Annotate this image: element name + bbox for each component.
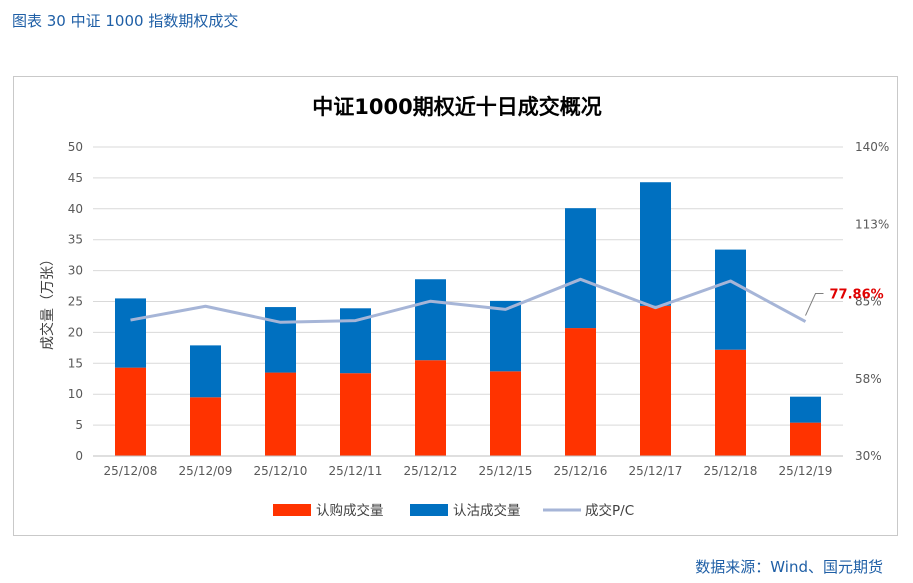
- put-volume-bar: [265, 307, 296, 373]
- x-tick-label: 25/12/19: [779, 464, 833, 478]
- y-tick-label: 15: [68, 356, 83, 370]
- legend-call-label: 认购成交量: [316, 502, 384, 519]
- x-tick-label: 25/12/08: [104, 464, 158, 478]
- x-tick-label: 25/12/10: [254, 464, 308, 478]
- legend-put-swatch: [410, 504, 448, 516]
- put-volume-bar: [790, 396, 821, 423]
- y-axis-title: 成交量（万张）: [39, 252, 56, 350]
- x-tick-label: 25/12/12: [404, 464, 458, 478]
- y-tick-label: 45: [68, 171, 83, 185]
- call-volume-bar: [715, 349, 746, 456]
- chart-title: 中证1000期权近十日成交概况: [312, 95, 601, 119]
- annotation-leader: [805, 293, 824, 316]
- pc-line-series: [130, 277, 807, 324]
- call-volume-bar: [340, 373, 371, 456]
- y-tick-label: 50: [68, 140, 83, 154]
- put-volume-bar: [715, 249, 746, 350]
- x-tick-label: 25/12/11: [329, 464, 383, 478]
- pc-annotation-label: 77.86%: [830, 288, 884, 303]
- y2-axis-ticks: 30% 58% 85% 113% 140%: [855, 140, 889, 463]
- x-tick-label: 25/12/16: [554, 464, 608, 478]
- y-tick-label: 0: [75, 449, 83, 463]
- legend: 认购成交量 认沽成交量 成交P/C: [273, 502, 634, 519]
- legend-call-swatch: [273, 504, 311, 516]
- call-volume-bar: [790, 422, 821, 456]
- pc-annotation: 77.86%: [805, 288, 884, 316]
- put-volume-bar: [640, 182, 671, 306]
- y-tick-label: 25: [68, 295, 83, 309]
- y-tick-label: 30: [68, 264, 83, 278]
- call-volume-bar: [190, 397, 221, 456]
- y2-tick-label: 113%: [855, 217, 889, 231]
- chart-frame: [13, 76, 898, 536]
- y-tick-label: 40: [68, 202, 83, 216]
- put-volume-bar: [415, 279, 446, 361]
- x-tick-label: 25/12/17: [629, 464, 683, 478]
- y-axis-ticks: 0 5 10 15 20 25 30 35 40 45 50: [68, 140, 83, 463]
- put-volume-bar: [115, 298, 146, 368]
- y-tick-label: 5: [75, 418, 83, 432]
- x-tick-label: 25/12/18: [704, 464, 758, 478]
- put-volume-bar: [190, 345, 221, 398]
- y-tick-label: 10: [68, 387, 83, 401]
- call-volume-bar: [640, 305, 671, 456]
- y2-tick-label: 30%: [855, 449, 882, 463]
- call-volume-bar: [265, 372, 296, 456]
- put-volume-bar: [565, 208, 596, 329]
- y2-tick-label: 140%: [855, 140, 889, 154]
- x-tick-label: 25/12/09: [179, 464, 233, 478]
- y2-tick-label: 58%: [855, 372, 882, 386]
- y2-tick-label: 85%: [855, 295, 882, 309]
- legend-put-label: 认沽成交量: [453, 502, 521, 519]
- y-tick-label: 20: [68, 325, 83, 339]
- put-volume-bar: [490, 300, 521, 372]
- legend-pc-label: 成交P/C: [585, 502, 634, 519]
- bars: [93, 182, 843, 457]
- figure-caption: 图表 30 中证 1000 指数期权成交: [12, 12, 239, 30]
- x-axis-ticks: 25/12/08 25/12/09 25/12/10 25/12/11 25/12/12…: [104, 464, 833, 478]
- pc-line: [130, 277, 807, 324]
- call-volume-bar: [565, 328, 596, 456]
- call-volume-bar: [115, 367, 146, 456]
- x-tick-label: 25/12/15: [479, 464, 533, 478]
- y-tick-label: 35: [68, 233, 83, 247]
- source-note: 数据来源：Wind、国元期货: [695, 558, 883, 576]
- call-volume-bar: [490, 371, 521, 456]
- call-volume-bar: [415, 360, 446, 456]
